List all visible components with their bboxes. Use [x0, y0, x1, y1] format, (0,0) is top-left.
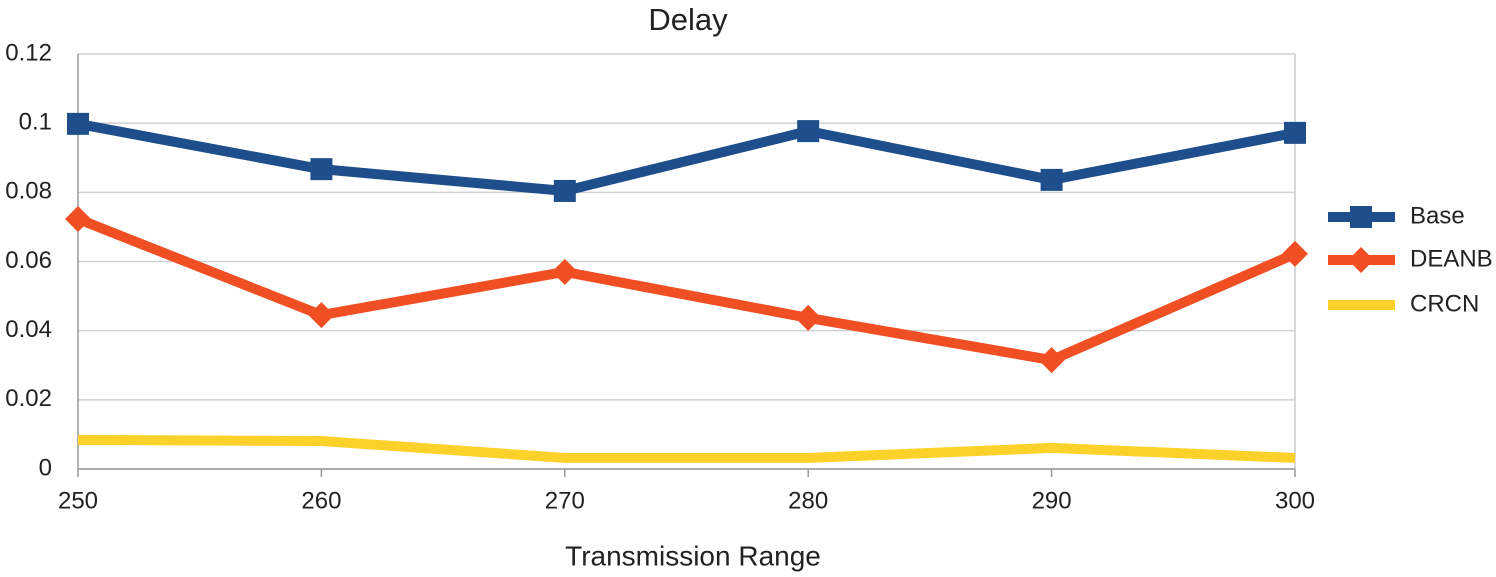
- legend-marker: [1350, 206, 1372, 228]
- data-point: [308, 302, 335, 329]
- y-tick-label: 0.06: [5, 247, 52, 274]
- x-tick-label: 300: [1275, 487, 1315, 514]
- chart-title: Delay: [648, 2, 728, 37]
- y-tick-label: 0.1: [19, 109, 52, 136]
- x-tick-label: 290: [1032, 487, 1072, 514]
- data-point: [551, 258, 578, 285]
- series-line: [77, 434, 1296, 463]
- legend-label: Base: [1410, 202, 1465, 229]
- data-point: [553, 179, 576, 202]
- legend-marker: [1348, 247, 1374, 273]
- x-tick-label: 270: [545, 487, 585, 514]
- data-point: [67, 112, 89, 135]
- x-axis-title: Transmission Range: [565, 540, 821, 571]
- x-tick-label: 260: [301, 487, 341, 514]
- y-tick-label: 0.04: [5, 316, 52, 343]
- series-line: [76, 214, 1297, 366]
- data-point: [1284, 121, 1306, 144]
- y-tick-label: 0.02: [5, 385, 52, 412]
- legend-label: CRCN: [1410, 290, 1479, 317]
- legend-label: DEANB: [1410, 245, 1493, 272]
- y-tick-label: 0.08: [5, 178, 52, 205]
- data-point: [797, 120, 820, 143]
- data-point: [1038, 347, 1065, 374]
- data-point: [1040, 168, 1063, 191]
- x-tick-label: 280: [788, 487, 828, 514]
- series-line: [77, 118, 1296, 196]
- data-point: [795, 304, 822, 331]
- x-tick-label: 250: [58, 487, 98, 514]
- data-point: [65, 205, 91, 232]
- data-point: [1282, 240, 1308, 267]
- data-point: [310, 158, 333, 181]
- y-tick-label: 0: [39, 454, 52, 481]
- y-tick-label: 0.12: [5, 39, 52, 66]
